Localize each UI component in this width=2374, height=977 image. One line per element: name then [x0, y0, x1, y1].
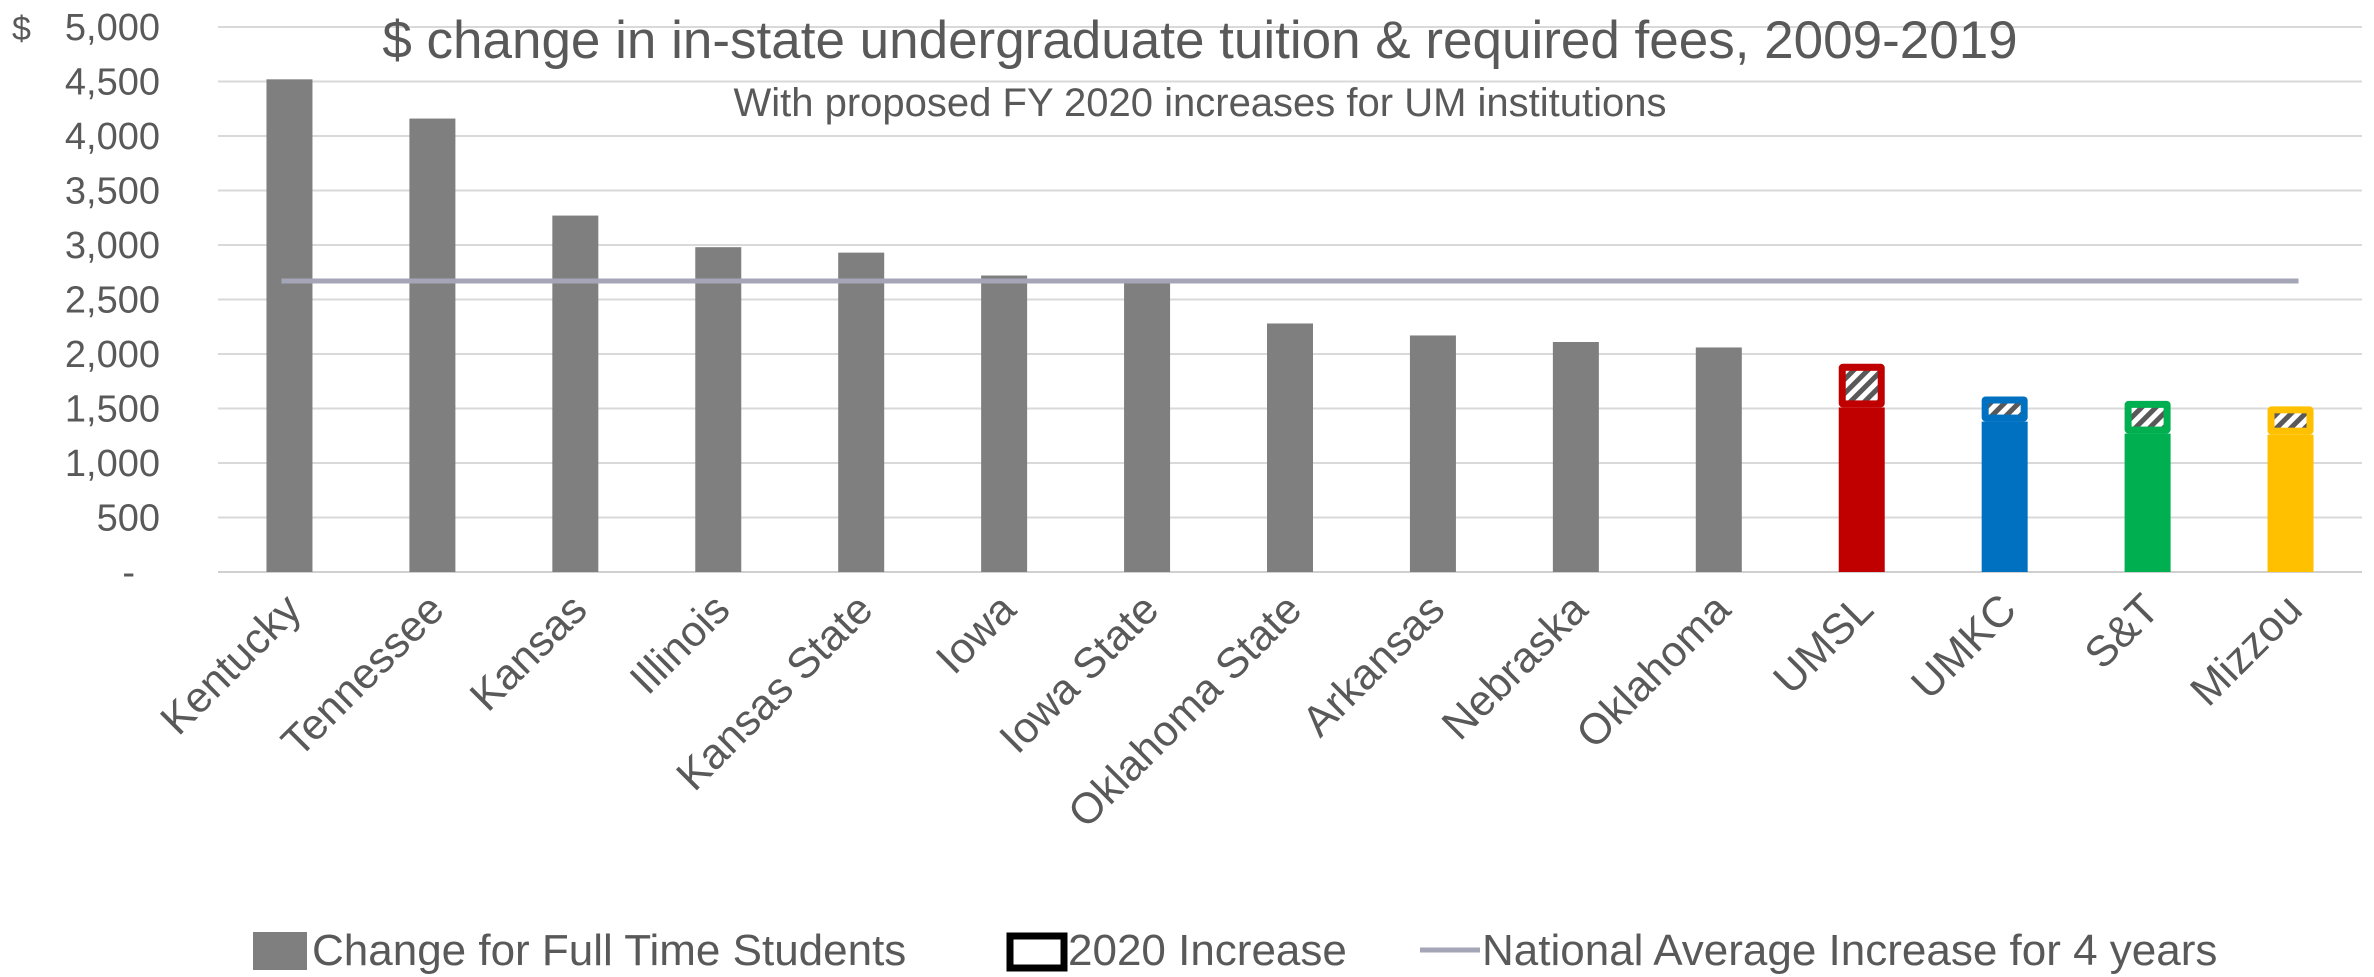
- bar: [1981, 421, 2028, 572]
- increase-segment: [1838, 363, 1885, 408]
- bar: [1267, 323, 1313, 572]
- bar: [695, 247, 742, 572]
- bar: [409, 118, 456, 572]
- y-tick-label: 1,500: [65, 389, 160, 431]
- legend: Change for Full Time Students 2020 Incre…: [253, 926, 2217, 975]
- x-tick-label: S&T: [2076, 585, 2169, 678]
- bar: [552, 215, 599, 572]
- y-tick-label: 4,500: [65, 62, 160, 104]
- increase-hatch: [2131, 407, 2164, 427]
- y-currency-symbol: $: [12, 10, 31, 48]
- y-tick-label: 4,000: [65, 116, 160, 158]
- bar: [1695, 347, 1742, 572]
- y-tick-label: 3,500: [65, 171, 160, 213]
- x-tick-label: Arkansas: [1293, 585, 1454, 746]
- bar: [1124, 280, 1171, 572]
- increase-hatch: [2274, 413, 2307, 428]
- x-tick-label: Illinois: [621, 585, 739, 703]
- bar: [1552, 342, 1599, 572]
- legend-swatch-change: [253, 932, 307, 970]
- increase-hatch: [1845, 370, 1878, 401]
- chart-subtitle: With proposed FY 2020 increases for UM i…: [733, 81, 1666, 125]
- y-tick-label: 500: [97, 498, 160, 540]
- x-tick-label: Mizzou: [2181, 585, 2311, 715]
- legend-label-national-average: National Average Increase for 4 years: [1482, 926, 2217, 975]
- x-tick-label: UMSL: [1764, 585, 1882, 703]
- bar: [2267, 434, 2314, 572]
- bar: [2124, 433, 2171, 572]
- bar: [838, 252, 885, 572]
- increase-hatch: [1988, 403, 2021, 415]
- legend-swatch-increase: [1006, 932, 1068, 972]
- bars: [266, 79, 2314, 572]
- y-tick-label: 2,500: [65, 280, 160, 322]
- x-tick-label: Oklahoma: [1567, 585, 1740, 758]
- y-tick-label: -: [122, 552, 135, 594]
- y-tick-label: 1,000: [65, 443, 160, 485]
- y-tick-label: 2,000: [65, 334, 160, 376]
- y-tick-label: 5,000: [65, 7, 160, 49]
- x-tick-label: Kansas: [461, 585, 596, 720]
- increase-segment: [2267, 406, 2314, 435]
- legend-label-increase: 2020 Increase: [1068, 926, 1347, 975]
- y-axis: - 500 1,000 1,500 2,000 2,500 3,000 3,500 4,000 4…: [12, 7, 160, 594]
- bar: [981, 275, 1028, 572]
- increase-segment: [1981, 396, 2028, 422]
- increase-segment: [2124, 400, 2171, 434]
- legend-label-change: Change for Full Time Students: [312, 926, 906, 975]
- bar: [1409, 335, 1456, 572]
- x-tick-label: UMKC: [1902, 585, 2025, 708]
- chart-title: $ change in in-state undergraduate tuiti…: [382, 11, 2017, 70]
- x-tick-label: Iowa: [927, 585, 1025, 683]
- y-tick-label: 3,000: [65, 225, 160, 267]
- bar: [266, 79, 313, 572]
- bar: [1838, 407, 1885, 572]
